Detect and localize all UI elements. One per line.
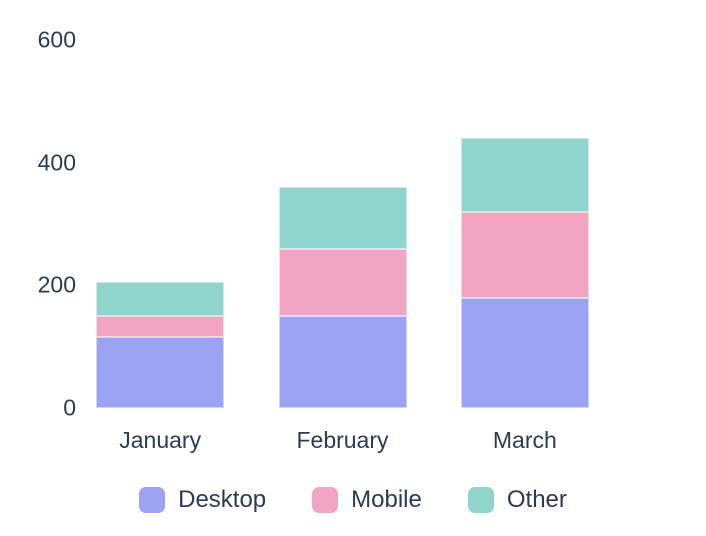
bar-segment-mobile[interactable] [96,316,225,338]
bar-segment-other[interactable] [460,138,589,212]
bar-segment-mobile[interactable] [278,248,407,316]
legend-item-mobile[interactable]: Mobile [312,486,422,514]
bar-january[interactable] [96,282,225,408]
x-category-label: February [296,427,389,453]
bar-segment-desktop[interactable] [460,297,589,408]
y-tick-label: 200 [37,271,76,298]
bar-segment-other[interactable] [278,187,407,249]
bar-february[interactable] [278,187,407,408]
legend-item-other[interactable]: Other [467,486,567,514]
y-tick-label: 600 [37,26,76,53]
y-tick-label: 400 [37,149,76,176]
bar-segment-desktop[interactable] [278,316,407,408]
legend-item-desktop[interactable]: Desktop [139,486,266,514]
legend-swatch-other [467,487,494,513]
legend-label: Other [506,486,567,513]
bar-segment-mobile[interactable] [460,211,589,298]
chart-legend: Desktop Mobile Other [0,486,706,514]
x-category-label: January [119,427,202,453]
bar-march[interactable] [460,138,589,408]
bar-segment-desktop[interactable] [96,337,225,408]
legend-swatch-mobile [312,487,339,513]
x-category-label: March [492,427,557,453]
legend-label: Mobile [351,486,422,513]
y-tick-label: 0 [63,394,76,421]
bar-segment-other[interactable] [96,282,225,317]
legend-label: Desktop [178,486,267,513]
legend-swatch-desktop [139,487,166,513]
